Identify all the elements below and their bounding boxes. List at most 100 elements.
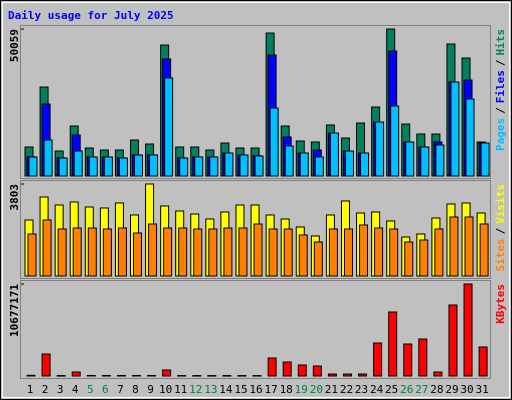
bar xyxy=(298,234,308,277)
x-tick-label: 17 xyxy=(264,383,277,396)
bar xyxy=(72,227,82,277)
x-tick-label: 11 xyxy=(174,383,187,396)
legend-entry: Sites xyxy=(494,238,507,271)
x-tick-label: 13 xyxy=(204,383,217,396)
bar xyxy=(405,141,415,177)
bar xyxy=(435,144,445,177)
bar xyxy=(314,156,324,177)
bar xyxy=(283,228,293,277)
legend: Sites / Visits xyxy=(494,184,507,272)
y-tick-label: 3803 xyxy=(8,184,21,211)
bar xyxy=(131,374,141,377)
x-tick-label: 19 xyxy=(295,383,308,396)
legend-separator: / xyxy=(494,227,507,234)
bar xyxy=(116,374,126,377)
x-tick-label: 18 xyxy=(280,383,293,396)
bar xyxy=(86,374,96,377)
legend-separator: / xyxy=(494,59,507,66)
bar xyxy=(254,155,264,177)
bar xyxy=(253,223,263,277)
bar xyxy=(162,369,172,377)
bar xyxy=(117,227,127,277)
bar xyxy=(344,150,354,177)
bar xyxy=(342,373,352,377)
bar xyxy=(312,365,322,377)
bar xyxy=(178,227,188,277)
bar xyxy=(327,373,337,377)
bar xyxy=(389,228,399,277)
bar xyxy=(101,374,111,377)
bar xyxy=(103,156,113,177)
bar xyxy=(41,353,51,377)
x-tick-label: 3 xyxy=(57,383,64,396)
bar xyxy=(239,154,249,177)
bar xyxy=(343,228,353,277)
bar xyxy=(237,375,247,377)
x-tick-label: 10 xyxy=(159,383,172,396)
bar xyxy=(480,142,490,177)
bar xyxy=(28,156,38,177)
bar xyxy=(207,375,217,377)
bar xyxy=(133,154,143,177)
bar xyxy=(57,228,67,277)
x-tick-label: 24 xyxy=(370,383,384,396)
bar xyxy=(359,224,369,277)
bar xyxy=(118,157,128,177)
bar xyxy=(373,342,383,377)
bar xyxy=(192,375,202,377)
x-tick-label: 7 xyxy=(117,383,124,396)
bar xyxy=(27,233,37,277)
x-tick-label: 29 xyxy=(445,383,458,396)
bar xyxy=(223,227,233,277)
bar xyxy=(224,152,234,177)
x-tick-label: 30 xyxy=(460,383,473,396)
bar xyxy=(222,375,232,377)
bar xyxy=(269,107,279,177)
bar xyxy=(390,105,400,177)
bar xyxy=(87,227,97,277)
bar xyxy=(360,152,370,177)
x-tick-label: 15 xyxy=(234,383,247,396)
bar xyxy=(404,241,414,277)
chart-title: Daily usage for July 2025 xyxy=(8,9,174,22)
x-tick-label: 31 xyxy=(475,383,488,396)
bar xyxy=(88,156,98,177)
bar xyxy=(374,227,384,277)
bar xyxy=(375,121,385,177)
legend: Pages / Files / Hits xyxy=(494,29,507,151)
bar xyxy=(450,81,460,177)
legend-separator: / xyxy=(494,107,507,114)
y-tick-label: 10677171 xyxy=(8,284,21,337)
bar xyxy=(418,338,428,377)
bar xyxy=(26,374,36,377)
bar xyxy=(479,223,489,277)
bar xyxy=(73,150,83,177)
bar xyxy=(209,156,219,177)
x-tick-label: 5 xyxy=(87,383,94,396)
bar xyxy=(177,375,187,377)
bar xyxy=(449,216,459,277)
bar xyxy=(465,98,475,177)
bar xyxy=(464,216,474,277)
bar xyxy=(299,152,309,177)
legend-entry: Hits xyxy=(494,29,507,56)
bar xyxy=(267,357,277,377)
bar xyxy=(179,157,189,177)
bar xyxy=(403,343,413,377)
x-tick-label: 8 xyxy=(132,383,139,396)
bar xyxy=(419,239,429,277)
bar xyxy=(463,283,473,377)
x-tick-label: 1 xyxy=(27,383,34,396)
bar xyxy=(163,227,173,277)
bar xyxy=(328,228,338,277)
panel-frame xyxy=(20,280,491,379)
x-tick-label: 28 xyxy=(430,383,443,396)
bar xyxy=(42,219,52,277)
x-tick-label: 27 xyxy=(415,383,428,396)
x-tick-label: 6 xyxy=(102,383,109,396)
x-tick-label: 23 xyxy=(355,383,368,396)
legend-entry: Files xyxy=(494,70,507,103)
bar xyxy=(58,157,68,177)
x-tick-label: 12 xyxy=(189,383,202,396)
